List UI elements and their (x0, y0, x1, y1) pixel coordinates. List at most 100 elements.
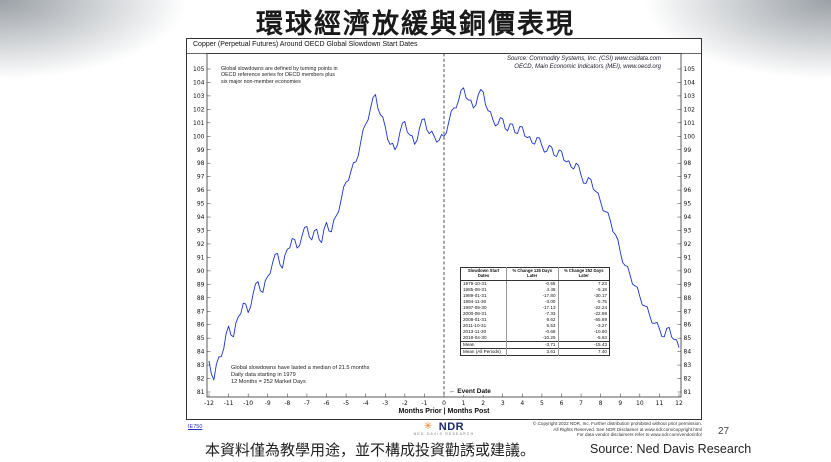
copper-price-series (208, 87, 680, 381)
text-line: OECD reference series for OECD members p… (221, 72, 335, 79)
chart-code-link[interactable]: IE750 (188, 424, 203, 430)
x-tick-label: -11 (224, 400, 234, 407)
y-tick-label: 90 (684, 268, 692, 275)
table-row: 2018-04-30 -10.25 -5.63 (461, 334, 610, 342)
y-tick-label: 93 (197, 228, 205, 235)
y-tick-label: 103 (193, 93, 205, 100)
ndr-sunburst-icon: ✳ (423, 421, 433, 432)
text-line: © Copyright 2022 NDR, Inc. Further distr… (532, 421, 702, 426)
y-tick-label: 98 (684, 160, 692, 167)
table-row: 2008-01-31 9.62 -55.69 (461, 316, 610, 323)
table-cell: 2018-04-30 (463, 335, 487, 341)
x-tick-label: 8 (599, 400, 603, 407)
copyright-note: © Copyright 2022 NDR, Inc. Further distr… (533, 421, 702, 438)
table-cell: 3.61 (506, 347, 558, 356)
y-tick-label: 101 (684, 120, 696, 127)
y-tick-label: 82 (197, 376, 205, 383)
ndr-chart-figure: 81 81 82 82 83 83 84 84 85 85 86 86 87 87 88 88 89 89 90 90… (186, 38, 702, 444)
text-line: 12 Months = 252 Market Days (231, 379, 306, 385)
ndr-logo-text: NDR (438, 421, 465, 433)
y-tick-label: 91 (197, 254, 205, 261)
text-line: Global slowdowns have lasted a median of… (231, 365, 370, 371)
data-source-note: Source: Commodity Systems, Inc. (CSI) ww… (507, 56, 661, 71)
y-tick-label: 100 (684, 133, 696, 140)
y-tick-label: 81 (684, 389, 692, 396)
disclaimer-text: 本資料僅為教學用途，並不構成投資勸誘或建議。 (204, 442, 535, 459)
table-row: 1985-08-31 4.48 -5.18 (461, 286, 610, 293)
y-tick-label: 95 (197, 201, 205, 208)
table-row: 1979-10-31 -0.55 7.23 (461, 280, 610, 287)
table-cell: -5.18 (557, 286, 610, 293)
y-tick-label: 83 (684, 362, 692, 369)
table-row: 2011-10-31 5.53 -3.27 (461, 322, 610, 329)
table-cell: Mean (460, 340, 507, 349)
chart-box: 81 81 82 82 83 83 84 84 85 85 86 86 87 87 88 88 89 89 90 90… (186, 38, 702, 420)
table-cell: -3.71 (506, 340, 558, 349)
slowdown-stats-table: Slowdown Start Dates% Change 126 Days La… (460, 267, 610, 356)
x-tick-label: 4 (520, 400, 524, 407)
table-cell: -17.80 (506, 292, 558, 299)
table-cell: -3.00 (506, 298, 558, 305)
y-tick-label: 86 (197, 322, 205, 329)
y-tick-label: 102 (684, 106, 696, 113)
table-header-row: Slowdown Start Dates% Change 126 Days La… (460, 267, 610, 281)
text-line: Daily data starting in 1979 (231, 372, 296, 378)
slowdown-definition-note: Global slowdowns are defined by turning … (221, 66, 338, 85)
table-cell: -10.25 (506, 334, 558, 342)
y-tick-label: 89 (197, 281, 205, 288)
y-tick-label: 101 (193, 120, 205, 127)
text-line: six major non-member economies (221, 78, 301, 85)
y-tick-label: 86 (684, 322, 692, 329)
table-cell: 2013-11-30 (463, 329, 487, 335)
text-line: All Rights Reserved. See NDR Disclaimer … (553, 426, 702, 432)
y-tick-label: 85 (684, 335, 692, 342)
y-tick-label: 90 (197, 268, 205, 275)
y-tick-label: 99 (197, 147, 205, 154)
table-cell: -0.68 (506, 328, 558, 335)
table-cell: 4.48 (506, 286, 558, 293)
x-tick-label: 2 (481, 400, 485, 407)
y-tick-label: 93 (684, 228, 692, 235)
table-cell: 7.23 (557, 280, 610, 287)
table-row: 1994-11-30 -3.00 -5.75 (461, 298, 610, 305)
table-cell: 2000-08-31 (463, 311, 487, 317)
page-number: 27 (718, 426, 730, 437)
y-tick-label: 89 (684, 281, 692, 288)
y-tick-label: 91 (684, 254, 692, 261)
x-tick-label: 7 (579, 400, 583, 407)
x-tick-label: 10 (636, 400, 644, 407)
table-cell: -15.43 (557, 340, 610, 349)
text-line: OECD, Main Economic Indicators (MEI), ww… (514, 63, 661, 70)
table-cell: -22.98 (557, 310, 610, 317)
table-header-cell: % Change 252 Days Later (557, 267, 610, 281)
table-cell: -7.33 (506, 310, 558, 317)
x-tick-label: -9 (265, 400, 271, 407)
table-row: 2000-08-31 -7.33 -22.98 (461, 310, 610, 317)
ndr-logo-row: ✳ NDR (186, 421, 702, 433)
y-tick-label: 87 (684, 308, 692, 315)
text-line: Source: Commodity Systems, Inc. (CSI) ww… (506, 56, 661, 62)
page-title: 環球經濟放緩與銅價表現 (256, 9, 575, 39)
y-tick-label: 83 (197, 362, 205, 369)
x-tick-label: -5 (343, 400, 349, 407)
table-cell: -0.55 (506, 280, 558, 287)
table-cell: -30.17 (557, 292, 610, 299)
table-cell: 7.40 (557, 347, 610, 356)
x-tick-label: 9 (618, 400, 622, 407)
table-cell: 1997-09-30 (463, 305, 487, 311)
table-row: 1997-09-30 -17.13 -22.24 (461, 304, 610, 311)
y-tick-label: 105 (684, 66, 696, 73)
x-tick-label: -2 (402, 400, 408, 407)
table-cell: 5.53 (506, 322, 558, 329)
chart-footer: IE750 ✳ NDR NED DAVIS RESEARCH © Copyrig… (186, 420, 702, 444)
y-tick-label: 94 (197, 214, 205, 221)
x-tick-label: -7 (304, 400, 310, 407)
table-cell: -22.24 (557, 304, 610, 311)
y-tick-label: 102 (193, 106, 205, 113)
y-tick-label: 84 (684, 349, 692, 356)
x-tick-label: 5 (540, 400, 544, 407)
y-tick-label: 103 (684, 93, 696, 100)
ndr-logo-tagline: NED DAVIS RESEARCH (413, 432, 475, 437)
x-tick-label: 3 (501, 400, 505, 407)
table-cell: -5.63 (557, 334, 610, 342)
